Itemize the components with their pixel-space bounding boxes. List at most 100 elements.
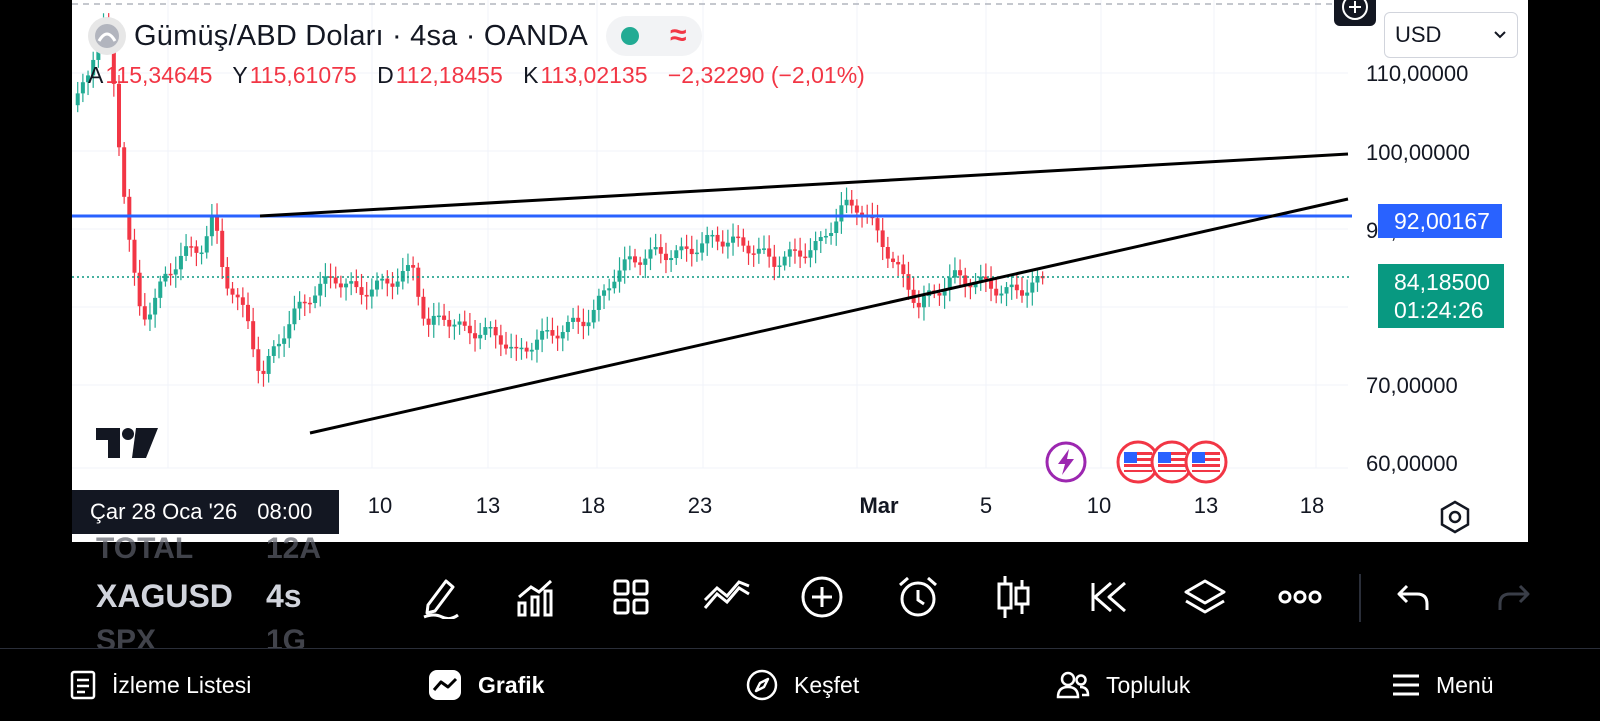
candle-body <box>586 322 591 327</box>
candle-body <box>921 296 926 308</box>
symbol-title[interactable]: Gümüş/ABD Doları · 4sa · OANDA <box>134 19 588 52</box>
candle-body <box>504 344 508 349</box>
candle-body <box>436 315 441 318</box>
us-events-icon[interactable] <box>1116 440 1228 484</box>
candle-body <box>834 221 839 234</box>
time-axis-tick: 10 <box>368 493 392 518</box>
nav-menu[interactable]: Menü <box>1392 649 1494 721</box>
currency-value: USD <box>1395 22 1442 47</box>
undo-button[interactable] <box>1385 572 1441 622</box>
candle-body <box>467 325 472 334</box>
watchlist-timeframe[interactable]: 4s <box>266 578 302 614</box>
candle-body <box>122 147 127 197</box>
more-button[interactable] <box>1272 572 1328 622</box>
nav-watchlist[interactable]: İzleme Listesi <box>70 649 251 721</box>
candle-body <box>173 269 178 275</box>
currency-select[interactable]: USD <box>1384 12 1518 58</box>
candle-body <box>885 247 890 259</box>
chart-type-button[interactable] <box>985 572 1041 622</box>
candle-body <box>509 346 514 349</box>
candle-body <box>658 247 663 254</box>
candle-body <box>596 295 601 310</box>
candle-body <box>488 326 493 329</box>
time-axis-tick: 13 <box>1194 493 1218 518</box>
redo-button[interactable] <box>1486 572 1542 622</box>
candle-body <box>762 248 766 250</box>
chart-panel[interactable]: 110,00000100,0000090,0000070,0000060,000… <box>72 0 1528 542</box>
nav-community[interactable]: Topluluk <box>1056 649 1190 721</box>
news-flash-icon[interactable] <box>1045 441 1087 483</box>
draw-button[interactable] <box>412 572 468 622</box>
nav-explore[interactable]: Keşfet <box>746 649 859 721</box>
candle-body <box>478 334 483 339</box>
candle-body <box>359 287 364 295</box>
tradingview-logo-icon[interactable] <box>96 428 158 458</box>
price-axis-tick: 110,00000 <box>1366 61 1468 86</box>
layers-button[interactable] <box>1177 572 1233 622</box>
candle-body <box>132 239 137 273</box>
replay-button[interactable] <box>1081 572 1137 622</box>
indicators-button[interactable] <box>507 572 563 622</box>
candle-body <box>684 246 689 249</box>
candle-body <box>380 278 385 281</box>
ohlc-low-label: D <box>377 62 394 88</box>
candle-body <box>880 230 885 248</box>
watchlist-ghost-value: 12A <box>266 532 322 565</box>
candle-body <box>1009 284 1014 288</box>
candle-body <box>1020 290 1024 296</box>
pencil-icon <box>423 579 459 619</box>
hline-price-value: 92,00167 <box>1394 208 1490 234</box>
chart-icon <box>429 670 461 700</box>
alert-button[interactable] <box>890 572 946 622</box>
candle-body <box>117 83 121 148</box>
symbol-header[interactable]: Gümüş/ABD Doları · 4sa · OANDA ≈ <box>88 14 702 58</box>
time-axis-tick: 5 <box>980 493 992 518</box>
candle-body <box>638 262 643 265</box>
nav-chart[interactable]: Grafik <box>428 649 544 721</box>
silver-logo-icon <box>95 24 119 48</box>
candle-body <box>442 315 447 320</box>
candle-body <box>493 326 498 336</box>
candle-body <box>411 265 416 268</box>
candle-body <box>947 277 952 290</box>
candle-body <box>767 248 772 257</box>
candle-body <box>230 288 235 295</box>
watchlist-symbol[interactable]: XAGUSD <box>96 578 233 614</box>
add-button[interactable] <box>794 572 850 622</box>
candle-body <box>498 335 503 345</box>
candle-body <box>555 335 560 339</box>
templates-button[interactable] <box>603 572 659 622</box>
candle-body <box>602 290 607 296</box>
candle-body <box>416 267 421 297</box>
candle-body <box>591 309 596 323</box>
indicators-icon <box>517 579 553 617</box>
candle-body <box>643 258 648 265</box>
candle-body <box>271 346 276 356</box>
market-status-pill[interactable]: ≈ <box>606 16 702 56</box>
ohlc-open-label: A <box>88 62 104 88</box>
add-corner-button[interactable] <box>1334 0 1376 26</box>
candle-body <box>240 297 245 305</box>
candle-body <box>571 317 576 322</box>
candle-body <box>323 276 328 284</box>
candle-body <box>405 265 410 271</box>
ohlc-high-label: Y <box>232 62 248 88</box>
time-axis-tick: 10 <box>1087 493 1111 518</box>
candle-body <box>978 276 983 283</box>
add-icon <box>801 576 843 618</box>
candle-body <box>199 252 204 255</box>
price-chart[interactable]: 110,00000100,0000090,0000070,0000060,000… <box>72 0 1528 542</box>
nav-explore-label: Keşfet <box>794 671 860 698</box>
rewind-icon <box>1091 581 1126 613</box>
candle-body <box>617 270 622 282</box>
candle-body <box>818 237 823 242</box>
candle-body <box>302 301 307 304</box>
compare-button[interactable] <box>699 572 755 622</box>
chart-settings-icon[interactable] <box>1438 500 1472 534</box>
candle-body <box>127 196 132 240</box>
candle-body <box>220 230 225 268</box>
candle-body <box>705 234 710 244</box>
ohlc-open-value: 115,34645 <box>105 62 213 88</box>
candle-body <box>607 288 612 291</box>
candle-body <box>839 205 844 222</box>
